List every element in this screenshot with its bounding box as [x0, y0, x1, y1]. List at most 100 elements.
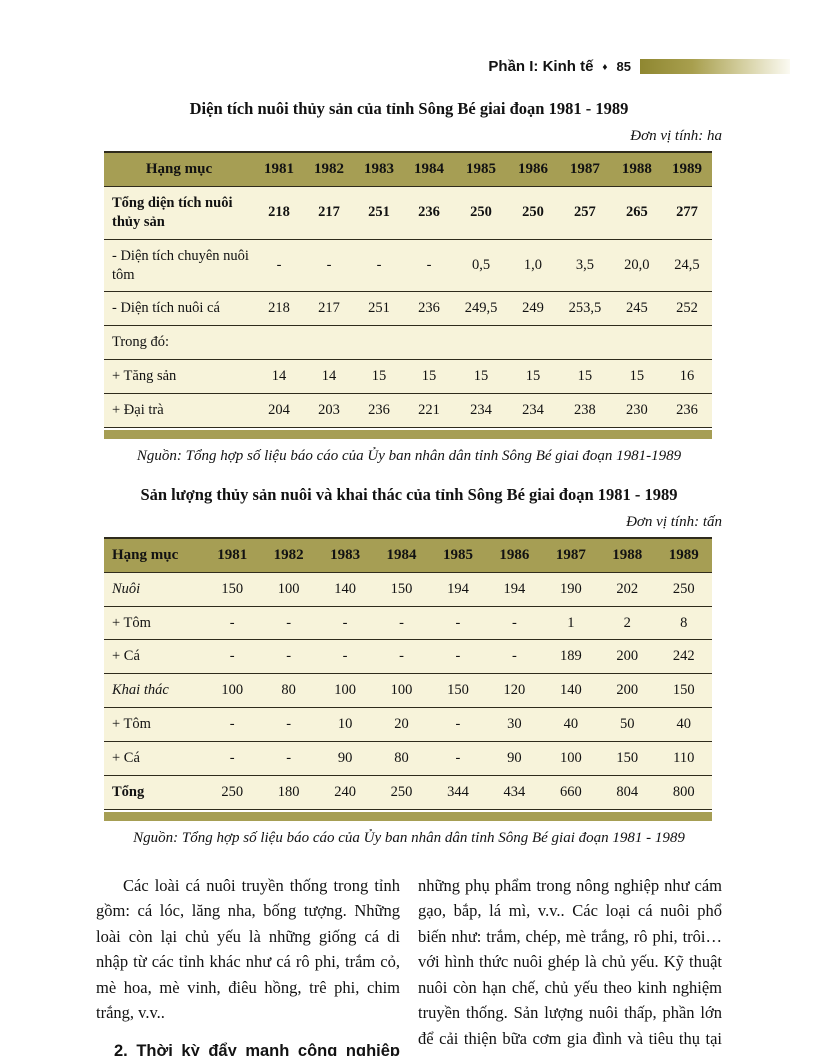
row-label: Trong đó: — [104, 325, 712, 361]
table-cell: 15 — [611, 359, 662, 394]
table1-unit-note: Đơn vị tính: ha — [630, 128, 722, 144]
column-header: 1984 — [373, 536, 430, 573]
table-cell: 204 — [254, 393, 305, 428]
table-cell: 217 — [304, 186, 355, 240]
table-cell: 10 — [316, 707, 374, 742]
table-row: - Diện tích chuyên nuôi tôm - - - -0,5 1,0 3,5… — [104, 239, 712, 293]
table-cell: - — [260, 741, 317, 776]
table-cell: 80 — [373, 741, 430, 776]
row-label: Khai thác — [104, 673, 204, 709]
table-cell: 250 — [204, 775, 261, 810]
table-cell: - — [429, 741, 487, 776]
table-cell: 150 — [429, 673, 487, 709]
column-header: 1988 — [599, 536, 656, 573]
table-cell: 238 — [557, 393, 612, 428]
table-cell: - — [373, 639, 430, 675]
article-columns: Các loài cá nuôi truyền thống trong tỉnh… — [96, 873, 722, 1056]
table-cell: - — [204, 606, 261, 641]
table-cell: 90 — [486, 741, 543, 776]
table-cell: 14 — [304, 359, 355, 394]
table1-title: Diện tích nuôi thủy sản của tỉnh Sông Bé… — [189, 99, 629, 118]
table-cell: 245 — [611, 291, 662, 327]
table-row: - Diện tích nuôi cá 218 217 251 236 249,5 249 2… — [104, 291, 712, 327]
table-cell: 200 — [599, 639, 656, 675]
production-table: Hạng mục 1981 1982 1983 1984 1985 1986 1987 1988… — [104, 536, 712, 810]
paragraph: Các loài cá nuôi truyền thống trong tỉnh… — [96, 875, 400, 1023]
column-header: 1981 — [204, 536, 261, 573]
row-label: - Diện tích chuyên nuôi tôm — [104, 239, 254, 293]
table-cell: 250 — [373, 775, 430, 810]
table-cell: 120 — [486, 673, 543, 709]
table-cell: 251 — [354, 186, 405, 240]
table-cell: 2 — [599, 606, 656, 641]
table-cell: 800 — [655, 775, 712, 810]
table-row: + Cá - -90 80-90 100 150 110 — [104, 741, 712, 776]
table-cell: 217 — [304, 291, 355, 327]
column-header: 1986 — [486, 536, 543, 573]
area-table: Hạng mục 1981 1982 1983 1984 1985 1986 1987 1988… — [104, 151, 712, 428]
table-cell: 218 — [254, 186, 305, 240]
column-header: Hạng mục — [104, 151, 254, 187]
table-cell: 230 — [611, 393, 662, 428]
table-cell: 257 — [557, 186, 612, 240]
table-cell: 253,5 — [557, 291, 612, 327]
table-cell: - — [429, 707, 487, 742]
header-section-title: Phần I: Kinh tế — [488, 58, 594, 75]
table-cell: - — [486, 639, 543, 675]
table-cell: 3,5 — [557, 239, 612, 293]
table-cell: - — [354, 239, 405, 293]
table-bottom-bar — [104, 811, 712, 821]
table-row: Khai thác 100 80 100 100 150 120 140 200 150 — [104, 673, 712, 709]
column-header: 1989 — [661, 151, 712, 187]
table-cell: 203 — [304, 393, 355, 428]
table-cell: 249,5 — [454, 291, 508, 327]
column-header: 1987 — [557, 151, 612, 187]
column-header: 1988 — [611, 151, 662, 187]
column-header: 1984 — [404, 151, 455, 187]
table-cell: - — [254, 239, 305, 293]
table-cell: 194 — [486, 572, 543, 607]
table-cell: 90 — [316, 741, 374, 776]
table-row: + Cá - - - - - -189 200 242 — [104, 639, 712, 675]
table-row: + Tôm - -10 20-30 40 50 40 — [104, 707, 712, 742]
table-cell: 16 — [661, 359, 712, 394]
table-cell: 100 — [373, 673, 430, 709]
table-cell: 236 — [354, 393, 405, 428]
table-cell: - — [316, 639, 374, 675]
table-cell: - — [373, 606, 430, 641]
table-cell: - — [204, 741, 261, 776]
table-cell: 40 — [542, 707, 600, 742]
row-label: + Đại trà — [104, 393, 254, 428]
table2-source-note: Nguồn: Tổng hợp số liệu báo cáo của Ủy b… — [133, 829, 685, 846]
table-cell: 236 — [404, 186, 455, 240]
row-label: Tổng — [104, 775, 204, 810]
table-cell: 1,0 — [507, 239, 558, 293]
table-row: Tổng diện tích nuôi thủy sản 218 217 251 236… — [104, 186, 712, 240]
table-header-row: Hạng mục 1981 1982 1983 1984 1985 1986 1987 1988… — [104, 151, 712, 187]
table2-unit-note: Đơn vị tính: tấn — [626, 513, 722, 530]
table2-block: Hạng mục 1981 1982 1983 1984 1985 1986 1987 1988… — [104, 536, 712, 821]
table-cell: 189 — [542, 639, 600, 675]
row-label: + Cá — [104, 639, 204, 675]
row-label: + Tôm — [104, 606, 204, 641]
table-cell: 434 — [486, 775, 543, 810]
column-header: 1985 — [454, 151, 508, 187]
article-column-left: Các loài cá nuôi truyền thống trong tỉnh… — [96, 873, 400, 1056]
column-header: 1982 — [304, 151, 355, 187]
table-row: Tổng 250 180 240 250 344 434 660 804 800 — [104, 775, 712, 810]
table1-source-note: Nguồn: Tổng hợp số liệu báo cáo của Ủy b… — [136, 447, 682, 464]
table-cell: 236 — [661, 393, 712, 428]
article-column-right: những phụ phẩm trong nông nghiệp như cám… — [418, 873, 722, 1056]
table-cell: 100 — [260, 572, 317, 607]
table-cell: 15 — [454, 359, 508, 394]
table-cell: 660 — [542, 775, 600, 810]
table-cell: 15 — [354, 359, 405, 394]
table-cell: 150 — [599, 741, 656, 776]
table-cell: 50 — [599, 707, 656, 742]
paragraph: những phụ phẩm trong nông nghiệp như cám… — [418, 875, 722, 1056]
column-header: 1989 — [655, 536, 712, 573]
table-cell: - — [204, 707, 261, 742]
table-cell: - — [404, 239, 455, 293]
table-cell: 180 — [260, 775, 317, 810]
table-cell: 265 — [611, 186, 662, 240]
